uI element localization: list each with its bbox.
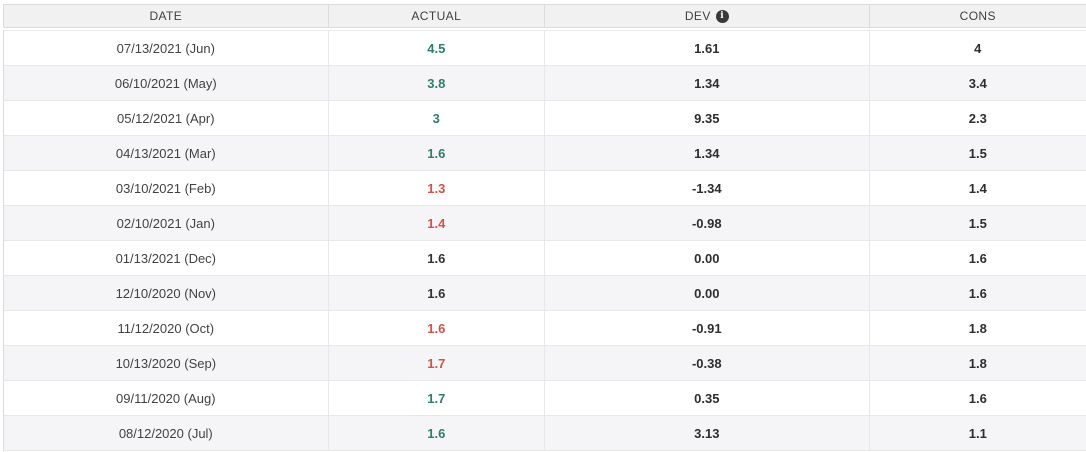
table-header-row: DATE ACTUAL DEV i CONS (3, 4, 1086, 28)
column-header-actual: ACTUAL (329, 5, 545, 27)
column-header-date-label: DATE (149, 9, 183, 23)
dev-cell: 0.00 (545, 276, 870, 310)
cons-cell: 1.8 (968, 355, 987, 371)
date-cell: 02/10/2021 (Jan) (4, 206, 329, 240)
table-row: 12/10/2020 (Nov) 1.6 0.00 1.6 (4, 276, 1086, 311)
actual-cell: 1.4 (329, 206, 545, 240)
actual-cell: 1.7 (329, 381, 545, 415)
dev-cell: -0.91 (545, 311, 870, 345)
dev-cell: -1.34 (545, 171, 870, 205)
indicator-history-table: DATE ACTUAL DEV i CONS 07/13/2021 (Jun) … (3, 4, 1086, 451)
table-row: 01/13/2021 (Dec) 1.6 0.00 1.6 (4, 241, 1086, 276)
actual-cell: 1.6 (329, 241, 545, 275)
date-cell: 08/12/2020 (Jul) (4, 416, 329, 450)
cons-cell: 4 (974, 40, 982, 56)
table-row: 10/13/2020 (Sep) 1.7 -0.38 1.8 (4, 346, 1086, 381)
table-row: 09/11/2020 (Aug) 1.7 0.35 1.6 (4, 381, 1086, 416)
column-header-cons-label: CONS (959, 9, 996, 23)
date-cell: 09/11/2020 (Aug) (4, 381, 329, 415)
actual-cell: 1.3 (329, 171, 545, 205)
column-header-actual-label: ACTUAL (411, 9, 462, 23)
table-row: 05/12/2021 (Apr) 3 9.35 2.3 (4, 101, 1086, 136)
actual-cell: 1.6 (329, 276, 545, 310)
dev-cell: 1.61 (545, 31, 870, 65)
dev-cell: 0.35 (545, 381, 870, 415)
date-cell: 03/10/2021 (Feb) (4, 171, 329, 205)
column-header-dev-label: DEV (684, 9, 711, 23)
actual-cell: 1.7 (329, 346, 545, 380)
cons-cell: 1.5 (968, 145, 987, 161)
date-cell: 12/10/2020 (Nov) (4, 276, 329, 310)
table-row: 04/13/2021 (Mar) 1.6 1.34 1.5 (4, 136, 1086, 171)
cons-cell: 1.5 (968, 215, 987, 231)
actual-cell: 4.5 (329, 31, 545, 65)
dev-cell: 1.34 (545, 136, 870, 170)
dev-cell: -0.98 (545, 206, 870, 240)
cons-cell: 2.3 (968, 110, 987, 126)
dev-cell: 1.34 (545, 66, 870, 100)
actual-cell: 1.6 (329, 311, 545, 345)
dev-cell: -0.38 (545, 346, 870, 380)
table-row: 02/10/2021 (Jan) 1.4 -0.98 1.5 (4, 206, 1086, 241)
dev-cell: 9.35 (545, 101, 870, 135)
actual-cell: 3 (329, 101, 545, 135)
date-cell: 05/12/2021 (Apr) (4, 101, 329, 135)
column-header-date: DATE (4, 5, 329, 27)
cons-cell: 1.6 (968, 390, 987, 406)
date-cell: 04/13/2021 (Mar) (4, 136, 329, 170)
table-row: 11/12/2020 (Oct) 1.6 -0.91 1.8 (4, 311, 1086, 346)
cons-cell: 1.6 (968, 285, 987, 301)
actual-cell: 1.6 (329, 416, 545, 450)
date-cell: 01/13/2021 (Dec) (4, 241, 329, 275)
date-cell: 06/10/2021 (May) (4, 66, 329, 100)
cons-cell: 1.4 (968, 180, 987, 196)
actual-cell: 3.8 (329, 66, 545, 100)
column-header-dev: DEV i (545, 5, 870, 27)
table-body: 07/13/2021 (Jun) 4.5 1.61 4 06/10/2021 (… (3, 30, 1086, 451)
cons-cell: 1.1 (968, 425, 987, 441)
dev-cell: 0.00 (545, 241, 870, 275)
date-cell: 07/13/2021 (Jun) (4, 31, 329, 65)
dev-cell: 3.13 (545, 416, 870, 450)
table-row: 06/10/2021 (May) 3.8 1.34 3.4 (4, 66, 1086, 101)
info-icon[interactable]: i (715, 9, 729, 23)
cons-cell: 3.4 (968, 75, 987, 91)
column-header-cons: CONS (870, 5, 1086, 27)
date-cell: 11/12/2020 (Oct) (4, 311, 329, 345)
cons-cell: 1.6 (968, 250, 987, 266)
table-row: 03/10/2021 (Feb) 1.3 -1.34 1.4 (4, 171, 1086, 206)
date-cell: 10/13/2020 (Sep) (4, 346, 329, 380)
table-row: 07/13/2021 (Jun) 4.5 1.61 4 (4, 31, 1086, 66)
table-row: 08/12/2020 (Jul) 1.6 3.13 1.1 (4, 416, 1086, 451)
actual-cell: 1.6 (329, 136, 545, 170)
cons-cell: 1.8 (968, 320, 987, 336)
